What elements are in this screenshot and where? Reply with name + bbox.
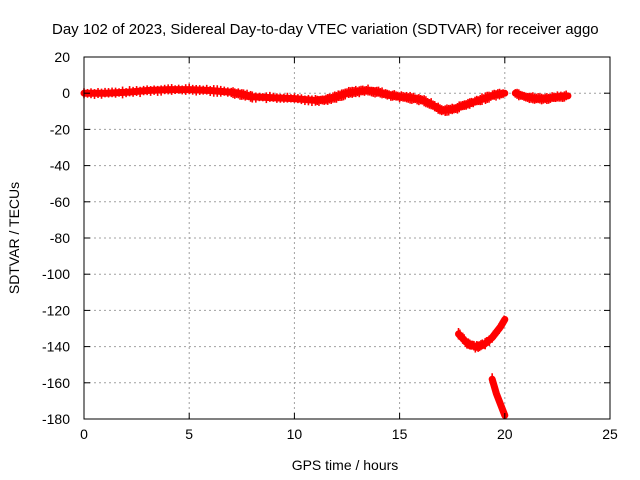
y-tick-label: -20 — [50, 121, 70, 137]
x-tick-label: 5 — [185, 426, 193, 442]
y-tick-label: -80 — [50, 230, 70, 246]
x-tick-label: 15 — [392, 426, 408, 442]
x-axis-label: GPS time / hours — [292, 457, 399, 473]
x-tick-label: 0 — [80, 426, 88, 442]
y-tick-label: 0 — [62, 85, 70, 101]
x-tick-label: 10 — [287, 426, 303, 442]
y-axis-label: SDTVAR / TECUs — [6, 182, 22, 294]
y-tick-label: -100 — [42, 266, 70, 282]
y-tick-label: -180 — [42, 411, 70, 427]
x-tick-label: 25 — [602, 426, 618, 442]
y-tick-label: -40 — [50, 158, 70, 174]
grid-lines — [84, 57, 610, 419]
y-tick-label: 20 — [54, 49, 70, 65]
data-series — [80, 83, 572, 419]
axis-ticks: 0 5 10 15 20 25 20 0 -20 -40 -60 -80 -100 -120 -140 -16… — [42, 49, 618, 442]
y-tick-label: -120 — [42, 302, 70, 318]
series-drop-low — [488, 373, 509, 419]
y-tick-label: -160 — [42, 375, 70, 391]
y-tick-label: -140 — [42, 339, 70, 355]
chart-title: Day 102 of 2023, Sidereal Day-to-day VTE… — [52, 21, 599, 38]
x-tick-label: 20 — [497, 426, 513, 442]
series-main — [80, 83, 509, 116]
series-arc-low — [455, 315, 509, 353]
y-tick-label: -60 — [50, 194, 70, 210]
series-late-segment — [511, 88, 572, 105]
